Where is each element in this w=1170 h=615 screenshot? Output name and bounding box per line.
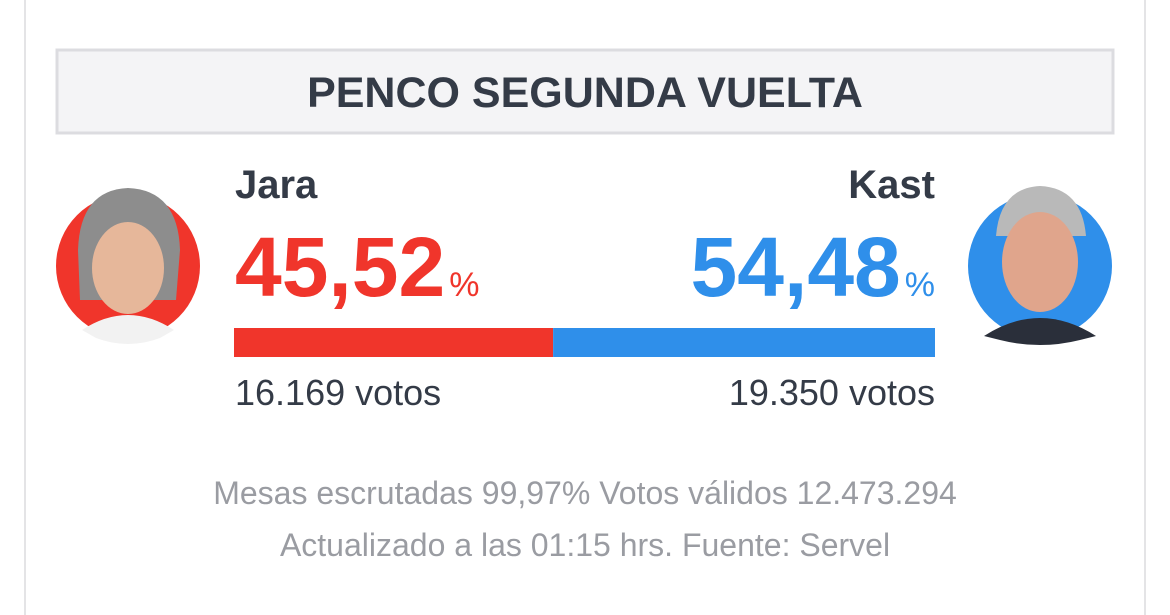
share-unit: % (449, 266, 479, 304)
candidate-votes: 19.350 votos (729, 372, 935, 413)
avatar-left (56, 188, 200, 344)
share-unit: % (905, 266, 935, 304)
share-bar (234, 328, 554, 357)
candidate-share: 45,52% (235, 220, 479, 314)
avatar-right (968, 186, 1112, 345)
footer-line: Actualizado a las 01:15 hrs. Fuente: Ser… (280, 527, 890, 563)
share-bar (553, 328, 935, 357)
candidate-share: 54,48% (691, 220, 935, 314)
share-value: 54,48 (691, 220, 901, 314)
share-value: 45,52 (235, 220, 445, 314)
title-box (55, 48, 1115, 135)
candidate-name: Jara (235, 163, 318, 207)
title: PENCO SEGUNDA VUELTA (307, 69, 863, 117)
candidate-votes: 16.169 votos (235, 372, 441, 413)
candidate-name: Kast (848, 163, 935, 207)
footer-line: Mesas escrutadas 99,97% Votos válidos 12… (213, 475, 957, 511)
